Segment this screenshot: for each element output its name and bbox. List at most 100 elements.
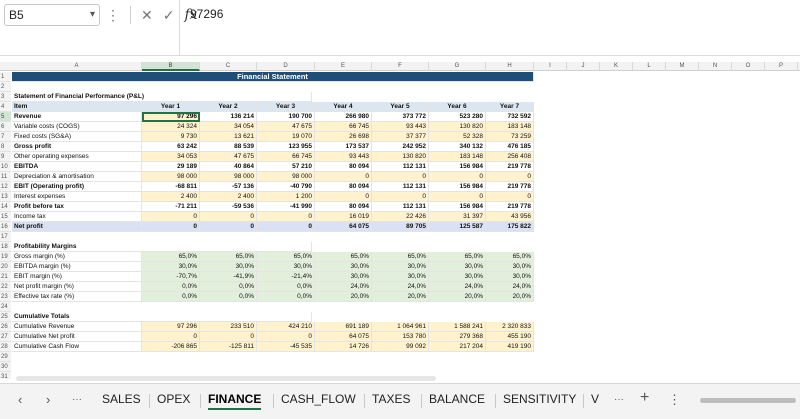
row-label[interactable]: Cumulative Revenue [12,322,142,332]
row-label[interactable]: Profit before tax [12,202,142,212]
column-header-f[interactable]: F [372,62,429,71]
value-cell[interactable]: 65,0% [200,252,257,262]
value-cell[interactable]: 13 621 [200,132,257,142]
value-cell[interactable]: 24 324 [142,122,200,132]
value-cell[interactable]: 64 075 [315,222,372,232]
row-header[interactable]: 25 [0,312,11,322]
column-header-j[interactable]: J [567,62,600,71]
year-header[interactable]: Year 1 [142,102,200,112]
horizontal-scrollbar[interactable] [16,376,436,381]
value-cell[interactable]: 0,0% [200,282,257,292]
value-cell[interactable]: 219 778 [486,182,534,192]
value-cell[interactable]: 40 864 [200,162,257,172]
sheet-tab-sales[interactable]: SALES [102,392,141,406]
value-cell[interactable]: 16 019 [315,212,372,222]
value-cell[interactable]: 112 131 [372,202,429,212]
value-cell[interactable]: -68 811 [142,182,200,192]
value-cell[interactable]: 30,0% [372,272,429,282]
row-label[interactable]: Net profit [12,222,142,232]
sheet-options-icon[interactable]: ⋮ [668,392,681,407]
value-cell[interactable]: 52 328 [429,132,486,142]
value-cell[interactable]: 0 [257,222,315,232]
value-cell[interactable]: 256 408 [486,152,534,162]
value-cell[interactable]: 98 000 [200,172,257,182]
row-label[interactable]: Revenue [12,112,142,122]
row-label[interactable]: Cumulative Cash Flow [12,342,142,352]
row-header[interactable]: 21 [0,272,11,282]
enter-icon[interactable]: ✓ [162,6,175,23]
row-label[interactable]: Income tax [12,212,142,222]
value-cell[interactable]: -71 211 [142,202,200,212]
row-header[interactable]: 14 [0,202,11,212]
value-cell[interactable]: 30,0% [486,272,534,282]
value-cell[interactable]: 98 000 [257,172,315,182]
value-cell[interactable]: 175 822 [486,222,534,232]
value-cell[interactable]: 1 200 [257,192,315,202]
row-label[interactable]: Interest expenses [12,192,142,202]
row-header[interactable]: 24 [0,302,11,312]
row-header[interactable]: 7 [0,132,11,142]
value-cell[interactable]: 130 820 [372,152,429,162]
value-cell[interactable]: -40 790 [257,182,315,192]
value-cell[interactable]: 65,0% [429,252,486,262]
value-cell[interactable]: 80 094 [315,202,372,212]
add-sheet-icon[interactable]: + [640,389,650,406]
insert-function-icon[interactable]: fx [184,7,198,23]
value-cell[interactable]: 30,0% [486,262,534,272]
value-cell[interactable]: 2 400 [200,192,257,202]
value-cell[interactable]: 97 296 [142,322,200,332]
value-cell[interactable]: 65,0% [257,252,315,262]
more-sheets-left-icon[interactable]: ··· [72,394,82,405]
column-header-n[interactable]: N [699,62,732,71]
column-header-e[interactable]: E [315,62,372,71]
value-cell[interactable]: 14 726 [315,342,372,352]
sheet-tab-balance[interactable]: BALANCE [429,392,486,406]
value-cell[interactable]: 20,0% [372,292,429,302]
column-header-i[interactable]: I [534,62,567,71]
sheet-tab-taxes[interactable]: TAXES [372,392,411,406]
value-cell[interactable]: 80 094 [315,182,372,192]
value-cell[interactable]: 31 397 [429,212,486,222]
value-cell[interactable]: 30,0% [315,262,372,272]
value-cell[interactable]: 2 320 833 [486,322,534,332]
value-cell[interactable]: 0,0% [257,292,315,302]
value-cell[interactable]: 123 955 [257,142,315,152]
value-cell[interactable]: 373 772 [372,112,429,122]
value-cell[interactable]: 112 131 [372,162,429,172]
value-cell[interactable]: 26 698 [315,132,372,142]
row-header[interactable]: 30 [0,362,11,372]
value-cell[interactable]: 65,0% [486,252,534,262]
value-cell[interactable]: 30,0% [200,262,257,272]
value-cell[interactable]: 43 956 [486,212,534,222]
value-cell[interactable]: 0,0% [200,292,257,302]
row-header[interactable]: 20 [0,262,11,272]
column-header-g[interactable]: G [429,62,486,71]
value-cell[interactable]: 19 070 [257,132,315,142]
prev-sheet-icon[interactable]: ‹ [18,392,23,407]
column-header-c[interactable]: C [200,62,257,71]
row-label[interactable]: Fixed costs (SG&A) [12,132,142,142]
value-cell[interactable]: 0,0% [257,282,315,292]
value-cell[interactable]: 476 185 [486,142,534,152]
column-header-d[interactable]: D [257,62,315,71]
year-header[interactable]: Year 6 [429,102,486,112]
row-header[interactable]: 31 [0,372,11,379]
value-cell[interactable]: 22 426 [372,212,429,222]
sheet-tab-cash-flow[interactable]: CASH_FLOW [281,392,356,406]
row-header[interactable]: 26 [0,322,11,332]
value-cell[interactable]: 29 189 [142,162,200,172]
formula-input[interactable]: 97296 [179,0,800,56]
value-cell[interactable]: 183 148 [486,122,534,132]
value-cell[interactable]: 30,0% [429,272,486,282]
cancel-icon[interactable]: ✕ [141,6,153,23]
section-title[interactable]: Profitability Margins [12,242,312,252]
value-cell[interactable]: 156 984 [429,202,486,212]
value-cell[interactable]: 0 [372,192,429,202]
column-header-m[interactable]: M [666,62,699,71]
value-cell[interactable]: 125 587 [429,222,486,232]
row-header[interactable]: 15 [0,212,11,222]
section-title[interactable]: Statement of Financial Performance (P&L) [12,92,312,102]
value-cell[interactable]: 0 [486,192,534,202]
row-header[interactable]: 8 [0,142,11,152]
value-cell[interactable]: 30,0% [315,272,372,282]
